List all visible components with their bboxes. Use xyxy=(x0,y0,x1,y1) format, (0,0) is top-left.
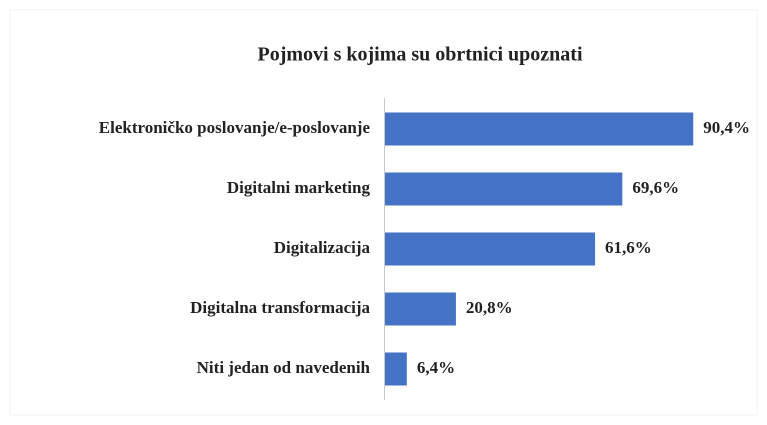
bar xyxy=(385,352,407,386)
bar xyxy=(385,292,456,326)
category-label: Digitalna transformacija xyxy=(190,298,370,317)
chart-frame xyxy=(9,9,758,416)
value-label: 6,4% xyxy=(417,358,455,377)
value-label: 20,8% xyxy=(466,298,513,317)
category-label: Digitalni marketing xyxy=(227,178,371,197)
value-label: 90,4% xyxy=(703,118,750,137)
chart-title: Pojmovi s kojima su obrtnici upoznati xyxy=(257,44,582,66)
category-label: Elektroničko poslovanje/e-poslovanje xyxy=(99,118,371,137)
bar xyxy=(385,172,623,206)
value-label: 61,6% xyxy=(605,238,652,257)
bar xyxy=(385,112,694,146)
bar xyxy=(385,232,596,266)
value-label: 69,6% xyxy=(632,178,679,197)
category-label: Niti jedan od navedenih xyxy=(197,358,371,377)
category-label: Digitalizacija xyxy=(274,238,371,257)
